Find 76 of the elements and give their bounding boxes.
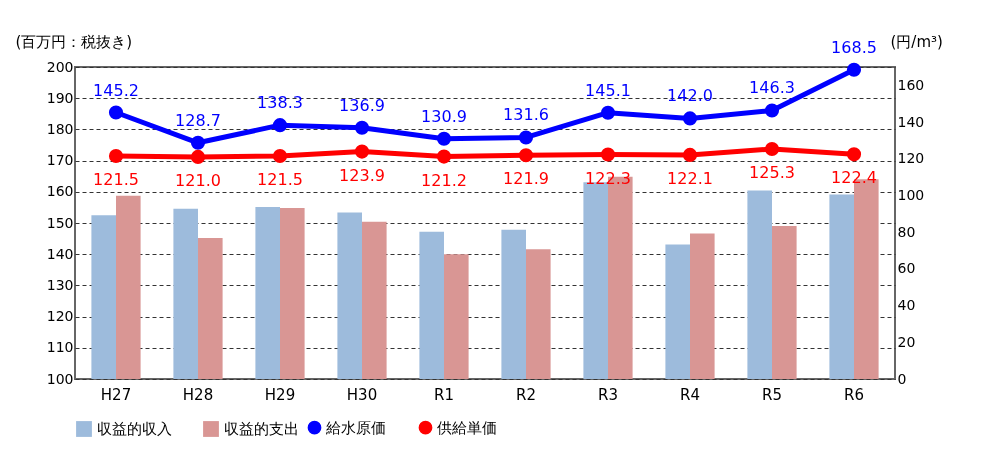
- data-label: 122.4: [831, 168, 877, 188]
- y-tick-label: 190: [46, 89, 74, 106]
- point: [272, 118, 288, 133]
- legend-label: 供給単価: [437, 418, 497, 437]
- data-label: 145.2: [93, 80, 139, 100]
- data-label: 121.0: [175, 170, 221, 190]
- x-tick-label: H29: [264, 385, 296, 404]
- y2-tick-label: 40: [897, 297, 916, 314]
- point: [190, 135, 206, 150]
- point: [764, 103, 780, 118]
- point: [108, 148, 124, 164]
- x-tick-label: R3: [598, 385, 618, 404]
- point: [846, 147, 862, 162]
- point: [600, 147, 616, 162]
- data-label: 131.6: [503, 105, 549, 125]
- data-label: 121.5: [93, 170, 139, 190]
- point: [436, 149, 452, 164]
- x-tick-label: H28: [182, 385, 214, 404]
- y-tick-label: 140: [46, 245, 74, 262]
- y-tick-label: 150: [46, 214, 74, 231]
- x-tick-label: R6: [844, 385, 864, 404]
- data-label: 125.3: [749, 163, 795, 183]
- y-tick-label: 200: [46, 58, 74, 75]
- y-tick-label: 120: [46, 308, 74, 325]
- legend-label: 収益的収入: [97, 420, 172, 438]
- y2-tick-label: 60: [897, 260, 916, 277]
- point: [190, 149, 206, 164]
- x-tick-label: R5: [762, 385, 782, 404]
- point: [764, 141, 780, 157]
- data-label: 121.2: [421, 170, 467, 190]
- data-label: 138.3: [257, 93, 303, 113]
- x-tick-label: H30: [346, 385, 378, 404]
- y2-tick-label: 100: [897, 186, 925, 203]
- point: [436, 131, 452, 146]
- y2-tick-label: 0: [897, 370, 907, 387]
- y2-axis-title: (円/m³): [890, 32, 943, 51]
- data-label: 121.9: [503, 169, 549, 189]
- point: [518, 130, 534, 145]
- data-label: 168.5: [831, 37, 877, 57]
- x-tick-label: R4: [680, 385, 700, 404]
- x-tick-label: H27: [100, 385, 132, 404]
- point: [354, 144, 370, 159]
- data-label: 142.0: [667, 86, 713, 106]
- point: [682, 147, 698, 162]
- point: [600, 105, 616, 120]
- y2-tick-label: 80: [897, 223, 916, 240]
- legend-label: 収益的支出: [224, 420, 299, 438]
- y-tick-label: 100: [46, 370, 74, 387]
- data-label: 145.1: [585, 80, 631, 100]
- point: [272, 148, 288, 164]
- point: [682, 111, 698, 126]
- x-tick-label: R2: [516, 385, 536, 404]
- data-label: 136.9: [339, 95, 385, 115]
- data-label: 128.7: [175, 110, 221, 130]
- data-label: 146.3: [749, 78, 795, 98]
- y-tick-label: 110: [46, 339, 74, 356]
- y2-tick-label: 120: [897, 150, 925, 167]
- y-tick-label: 160: [46, 183, 74, 200]
- point: [108, 105, 124, 120]
- data-label: 121.5: [257, 170, 303, 190]
- data-label: 122.3: [585, 168, 631, 188]
- data-label: 122.1: [667, 168, 713, 188]
- point: [518, 148, 534, 163]
- y-tick-label: 130: [46, 276, 74, 293]
- data-label: 123.9: [339, 165, 385, 185]
- y2-tick-label: 140: [897, 113, 925, 130]
- legend-label: 給水原価: [325, 418, 386, 437]
- y-tick-label: 180: [46, 120, 74, 137]
- y2-tick-label: 20: [897, 333, 916, 350]
- y2-tick-label: 160: [897, 76, 925, 93]
- y-axis-title: (百万円：税抜き): [15, 32, 133, 51]
- point: [846, 62, 862, 77]
- y-tick-label: 170: [46, 152, 74, 169]
- point: [354, 120, 370, 135]
- data-label: 130.9: [421, 106, 467, 126]
- x-tick-label: R1: [434, 385, 454, 404]
